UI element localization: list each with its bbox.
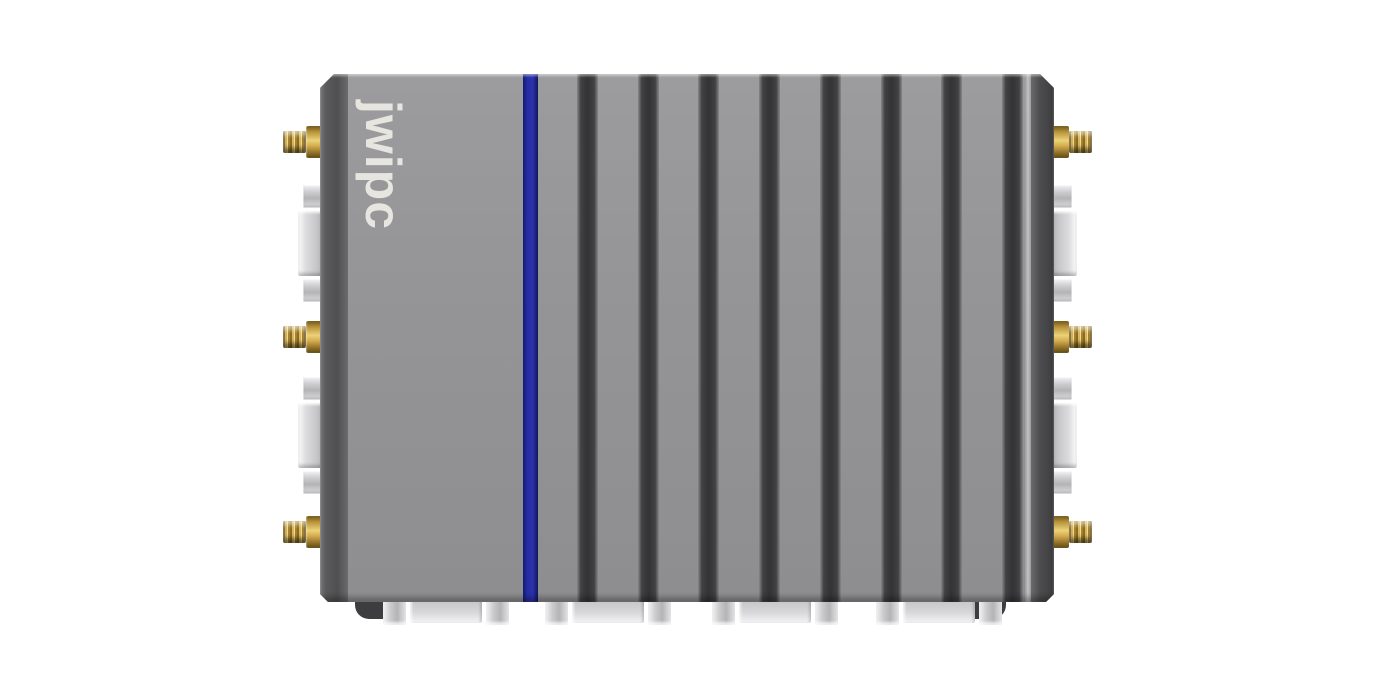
connector-body	[1050, 403, 1077, 468]
connector-screw-post	[712, 598, 735, 625]
sma-thread-barrel	[283, 521, 306, 543]
heatsink-groove	[698, 74, 719, 602]
sma-antenna-connector	[1052, 321, 1092, 353]
connector-screw-post	[1050, 279, 1072, 302]
connector-body	[410, 598, 482, 623]
sma-hex-nut	[306, 516, 323, 548]
bottom-serial-connector	[545, 598, 671, 626]
connector-screw-post	[545, 598, 568, 625]
heatsink-groove	[881, 74, 902, 602]
chassis-left-edge-strip	[320, 74, 348, 602]
heatsink-groove	[1002, 74, 1023, 602]
connector-body	[739, 598, 811, 623]
sma-antenna-connector	[283, 126, 323, 158]
heatsink-groove	[577, 74, 598, 602]
sma-hex-nut	[306, 126, 323, 158]
sma-thread-barrel	[283, 326, 306, 348]
heatsink-groove	[759, 74, 780, 602]
sma-thread-barrel	[283, 131, 306, 153]
heatsink-groove	[820, 74, 841, 602]
connector-screw-post	[303, 279, 325, 302]
chassis-right-highlight-line	[1025, 74, 1031, 602]
sma-antenna-connector	[1052, 126, 1092, 158]
side-serial-connector	[1050, 377, 1078, 494]
connector-body	[903, 598, 975, 623]
sma-hex-nut	[306, 321, 323, 353]
bottom-serial-connector	[712, 598, 838, 626]
connector-screw-post	[303, 185, 325, 208]
chassis-right-edge-strip	[1031, 74, 1054, 602]
connector-screw-post	[648, 598, 671, 625]
bottom-serial-connector	[876, 598, 1002, 626]
sma-thread-barrel	[1069, 326, 1092, 348]
sma-thread-barrel	[1069, 131, 1092, 153]
connector-screw-post	[383, 598, 406, 625]
heatsink-groove	[941, 74, 962, 602]
connector-screw-post	[486, 598, 509, 625]
heatsink-groove	[638, 74, 659, 602]
connector-screw-post	[303, 471, 325, 494]
industrial-pc-chassis: jwipc	[320, 74, 1054, 602]
sma-antenna-connector	[283, 321, 323, 353]
connector-body	[1050, 211, 1077, 276]
connector-screw-post	[1050, 377, 1072, 400]
connector-screw-post	[876, 598, 899, 625]
blue-accent-stripe	[523, 74, 538, 602]
connector-screw-post	[303, 377, 325, 400]
connector-screw-post	[979, 598, 1002, 625]
sma-antenna-connector	[283, 516, 323, 548]
connector-screw-post	[815, 598, 838, 625]
brand-logo-text: jwipc	[355, 99, 411, 231]
sma-hex-nut	[1052, 516, 1069, 548]
sma-antenna-connector	[1052, 516, 1092, 548]
connector-body	[572, 598, 644, 623]
sma-hex-nut	[1052, 321, 1069, 353]
bottom-serial-connector	[383, 598, 509, 626]
side-serial-connector	[1050, 185, 1078, 302]
sma-thread-barrel	[1069, 521, 1092, 543]
connector-screw-post	[1050, 471, 1072, 494]
connector-screw-post	[1050, 185, 1072, 208]
sma-hex-nut	[1052, 126, 1069, 158]
